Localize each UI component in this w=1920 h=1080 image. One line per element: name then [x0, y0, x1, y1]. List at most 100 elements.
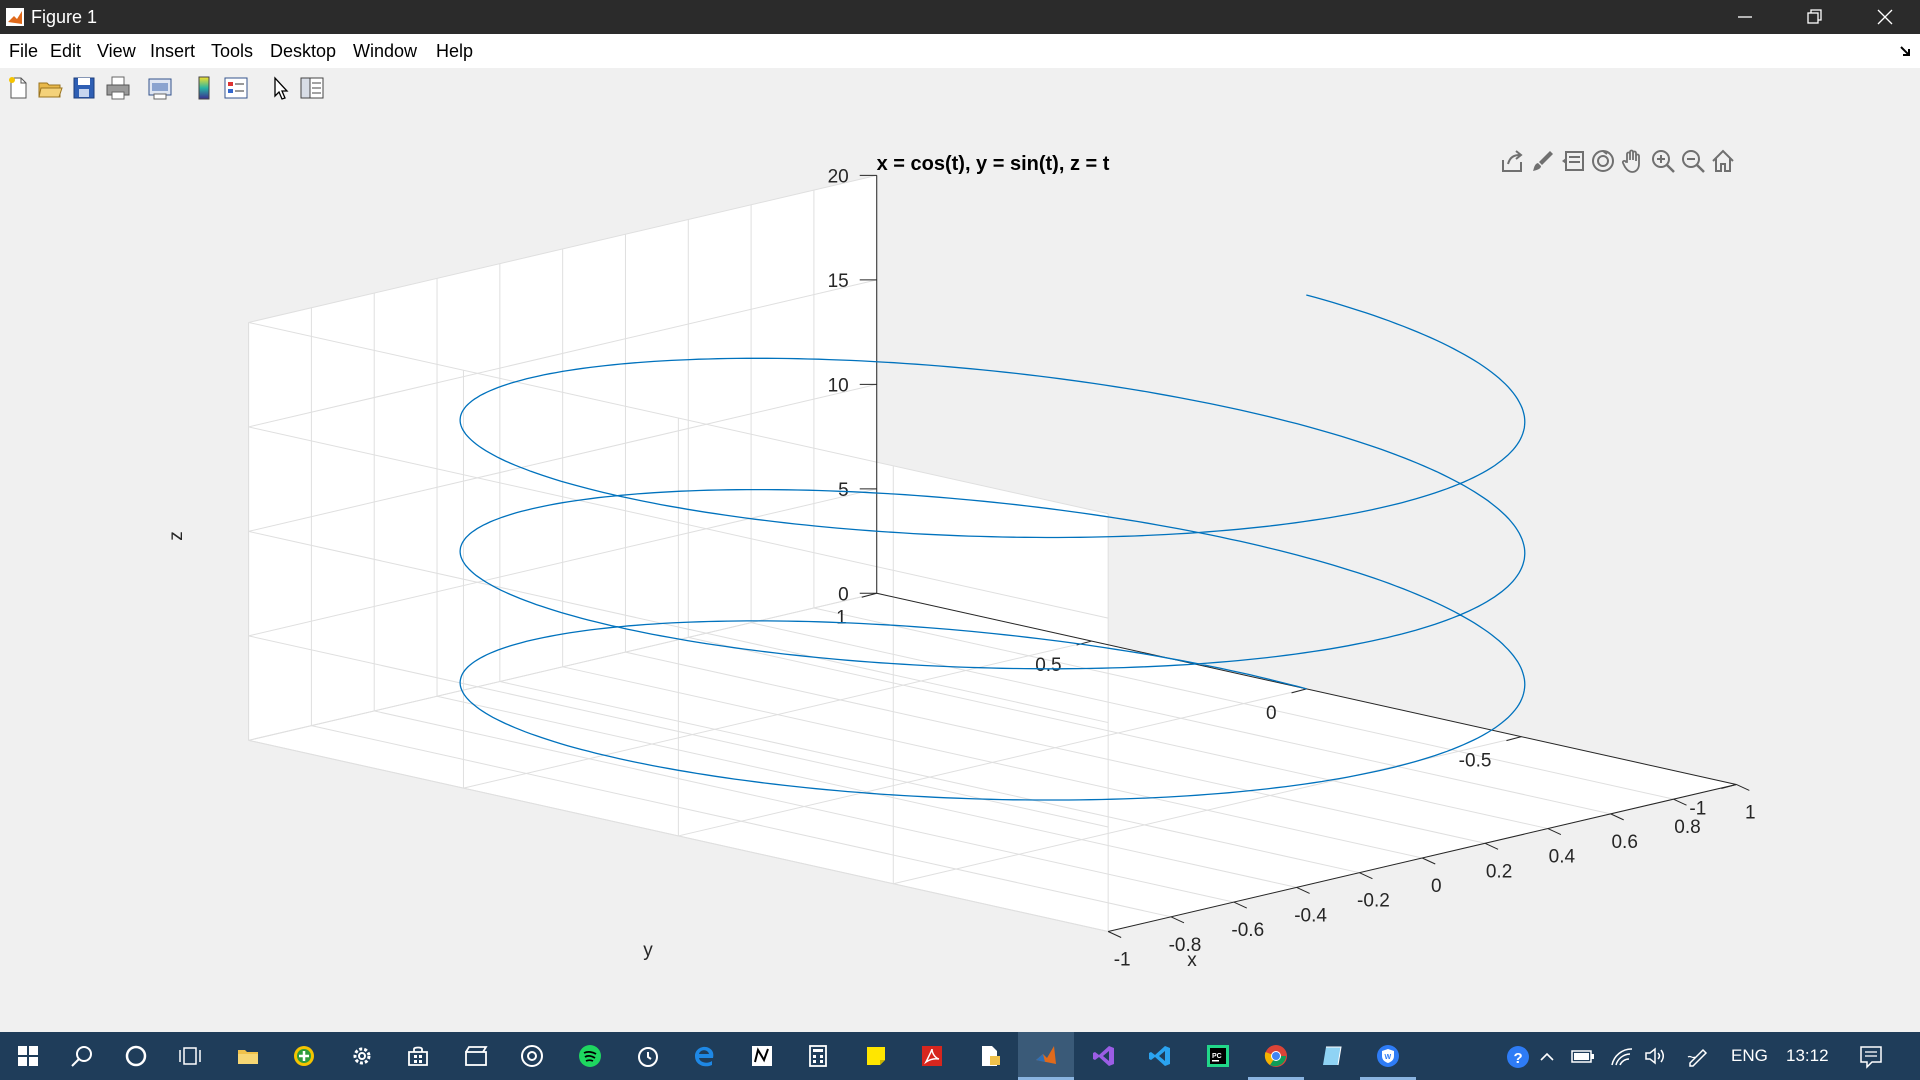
- vscode-icon: [1149, 1046, 1170, 1066]
- help-icon[interactable]: ?: [1506, 1045, 1530, 1069]
- rotate-3d-icon[interactable]: [1590, 148, 1616, 174]
- z-tick-label: 10: [828, 375, 849, 396]
- y-tick-mark: [1721, 783, 1737, 789]
- menu-insert[interactable]: Insert: [150, 41, 196, 61]
- menu-view[interactable]: View: [97, 41, 136, 61]
- data-tips-icon[interactable]: [1560, 148, 1586, 174]
- menu-edit[interactable]: Edit: [50, 41, 82, 61]
- new-figure-icon[interactable]: [4, 74, 32, 102]
- taskbar-alarms[interactable]: [620, 1032, 676, 1080]
- cortana-icon: [125, 1045, 147, 1067]
- taskbar-notepad-app[interactable]: [734, 1032, 790, 1080]
- sticky-notes-icon: [867, 1047, 885, 1065]
- open-file-icon[interactable]: [36, 74, 64, 102]
- grid-line-y-floor: [678, 688, 1307, 837]
- taskbar-vpn[interactable]: W: [1360, 1032, 1416, 1080]
- taskbar-matlab[interactable]: [1018, 1032, 1074, 1080]
- taskbar-pycharm[interactable]: PC: [1190, 1032, 1246, 1080]
- taskbar-paint-3d[interactable]: [1304, 1032, 1360, 1080]
- minimize-button[interactable]: [1710, 0, 1780, 34]
- taskbar-documents[interactable]: [962, 1032, 1018, 1080]
- windows-start-icon: [18, 1046, 38, 1066]
- legend-icon[interactable]: [222, 74, 250, 102]
- taskbar-sticky-notes[interactable]: [848, 1032, 904, 1080]
- taskbar-store[interactable]: [390, 1032, 446, 1080]
- grid-line-z-wall-y: [248, 488, 877, 637]
- x-tick-mark: [1547, 828, 1562, 836]
- battery-icon[interactable]: [1570, 1046, 1596, 1066]
- print-icon[interactable]: [104, 74, 132, 102]
- x-tick-label: -1: [1114, 950, 1131, 971]
- menu-desktop[interactable]: Desktop: [270, 41, 337, 61]
- close-button[interactable]: [1850, 0, 1920, 34]
- menu-bar: File Edit View Insert Tools Desktop Wind…: [0, 34, 1920, 68]
- clock[interactable]: 13:12: [1786, 1046, 1829, 1065]
- grid-line-z-wall-x: [248, 739, 1109, 933]
- y-tick-mark: [1291, 688, 1307, 694]
- brush-icon[interactable]: [1530, 148, 1556, 174]
- language-indicator[interactable]: ENG: [1731, 1046, 1768, 1065]
- export-icon[interactable]: [1500, 148, 1526, 174]
- menu-help[interactable]: Help: [436, 41, 474, 61]
- taskbar-calculator[interactable]: [790, 1032, 846, 1080]
- taskbar-acrobat[interactable]: [904, 1032, 960, 1080]
- taskbar-plus-app[interactable]: [276, 1032, 332, 1080]
- matlab-icon: [1036, 1046, 1056, 1064]
- alarms-icon: [638, 1047, 658, 1067]
- grid-line-z-wall-y: [248, 279, 877, 428]
- plot-3d[interactable]: -1 -0.8 -0.6 -0.4 -0.2 0 0.2 0.4 0.6 0.8 1 -1 -0.5 0 0…: [0, 108, 1920, 1032]
- menu-file[interactable]: File: [9, 41, 39, 61]
- notifications-icon[interactable]: [1858, 1044, 1884, 1070]
- x-tick-mark: [1107, 931, 1122, 938]
- cortana-button[interactable]: [108, 1032, 164, 1080]
- task-view-button[interactable]: [162, 1032, 218, 1080]
- taskbar-video-editor[interactable]: [448, 1032, 504, 1080]
- home-icon[interactable]: [1710, 148, 1736, 174]
- dock-arrow-icon[interactable]: [1900, 46, 1912, 58]
- pen-icon[interactable]: [1686, 1045, 1710, 1067]
- z-tick-label: 15: [828, 271, 849, 292]
- taskbar-chrome[interactable]: [1248, 1032, 1304, 1080]
- svg-text:PC: PC: [1212, 1053, 1222, 1060]
- taskbar-settings[interactable]: [334, 1032, 390, 1080]
- colorbar-icon[interactable]: [190, 74, 218, 102]
- restore-button[interactable]: [1780, 0, 1850, 34]
- wifi-icon[interactable]: [1610, 1045, 1634, 1067]
- minimize-icon: [1738, 16, 1752, 18]
- y-axis-line: [876, 592, 1737, 785]
- pan-hand-icon[interactable]: [1620, 148, 1646, 174]
- grid-line-z-wall-y: [248, 383, 877, 532]
- chrome-icon: [1264, 1045, 1287, 1067]
- grid-line-z-wall-x: [248, 426, 1109, 619]
- helix-line[interactable]: [459, 294, 1526, 801]
- print-preview-icon[interactable]: [146, 74, 174, 102]
- taskbar-edge[interactable]: [676, 1032, 732, 1080]
- menu-window[interactable]: Window: [353, 41, 418, 61]
- zoom-in-icon[interactable]: [1650, 148, 1676, 174]
- save-icon[interactable]: [70, 74, 98, 102]
- figure-canvas[interactable]: -1 -0.8 -0.6 -0.4 -0.2 0 0.2 0.4 0.6 0.8 1 -1 -0.5 0 0…: [0, 108, 1920, 1032]
- grid-line-y-floor: [463, 640, 1092, 789]
- matlab-logo-icon: [6, 8, 24, 26]
- chevron-up-icon[interactable]: [1538, 1048, 1556, 1066]
- y-axis-label: y: [643, 940, 653, 961]
- select-arrow-icon[interactable]: [266, 74, 294, 102]
- taskbar-groove[interactable]: [504, 1032, 560, 1080]
- x-tick-mark: [1170, 916, 1185, 924]
- x-tick-label: -0.6: [1231, 920, 1264, 941]
- property-inspector-icon[interactable]: [298, 74, 326, 102]
- calculator-icon: [809, 1045, 827, 1067]
- taskbar-spotify[interactable]: [562, 1032, 618, 1080]
- store-icon: [408, 1046, 428, 1066]
- x-tick-mark: [1296, 886, 1310, 894]
- y-tick-label: -0.5: [1459, 751, 1492, 772]
- y-tick-label: 0.5: [1035, 655, 1061, 676]
- taskbar-vscode[interactable]: [1132, 1032, 1188, 1080]
- windows-start-button[interactable]: [0, 1032, 56, 1080]
- menu-tools[interactable]: Tools: [211, 41, 254, 61]
- taskbar-visual-studio[interactable]: [1076, 1032, 1132, 1080]
- zoom-out-icon[interactable]: [1680, 148, 1706, 174]
- volume-icon[interactable]: [1643, 1045, 1667, 1067]
- search-button[interactable]: [54, 1032, 110, 1080]
- taskbar-file-explorer[interactable]: [220, 1032, 276, 1080]
